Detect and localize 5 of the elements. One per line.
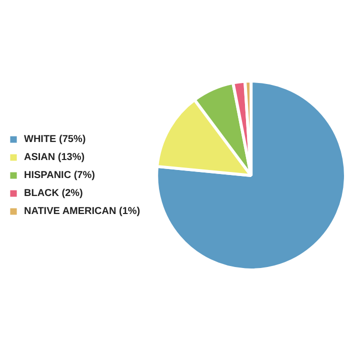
legend-label: WHITE (75%) (24, 134, 86, 144)
legend-label: HISPANIC (7%) (24, 170, 95, 180)
legend-label: NATIVE AMERICAN (1%) (24, 206, 140, 216)
legend-label: BLACK (2%) (24, 188, 83, 198)
legend-label: ASIAN (13%) (24, 152, 85, 162)
